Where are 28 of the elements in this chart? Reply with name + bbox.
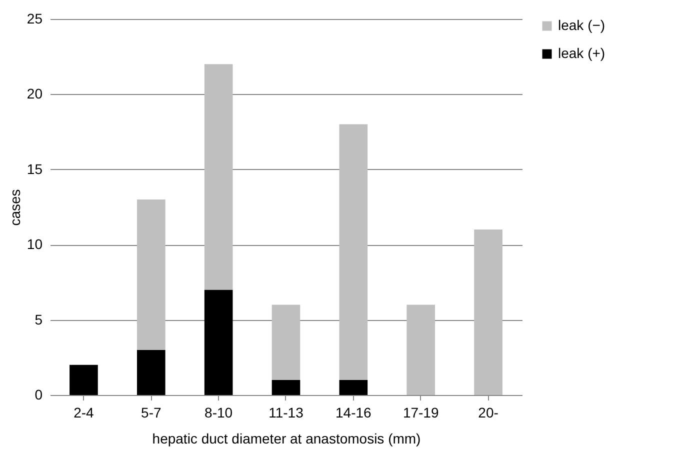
y-tick-label: 0 — [34, 386, 43, 402]
x-tick-label: 11-13 — [268, 404, 304, 420]
x-tick-label: 2-4 — [74, 404, 94, 420]
bar — [136, 199, 166, 350]
bar — [474, 230, 502, 395]
x-tick-label: 8-10 — [204, 404, 233, 420]
y-tick-label: 20 — [26, 86, 43, 102]
y-tick-label: 10 — [26, 236, 43, 252]
x-tick-label: 14-16 — [336, 404, 372, 420]
x-axis-title: hepatic duct diameter at anastomosis (mm) — [152, 430, 421, 446]
x-tick-label: 17-19 — [402, 404, 439, 420]
x-tick-label: 5-7 — [141, 404, 162, 420]
legend-label: leak (+) — [558, 45, 606, 61]
bar — [406, 304, 436, 395]
y-tick-label: 25 — [26, 10, 43, 26]
y-tick-label: 5 — [34, 311, 43, 328]
x-tick-label: 20- — [478, 404, 499, 420]
y-tick-label: 15 — [26, 160, 43, 177]
bar — [136, 350, 166, 395]
bar — [272, 304, 300, 380]
bar — [272, 380, 300, 395]
bar — [339, 380, 368, 395]
bar — [204, 290, 233, 395]
legend-label: leak (−) — [558, 17, 606, 33]
bar — [70, 364, 98, 395]
bar — [204, 64, 233, 290]
bar — [339, 124, 368, 380]
y-axis-title: cases — [6, 189, 23, 226]
